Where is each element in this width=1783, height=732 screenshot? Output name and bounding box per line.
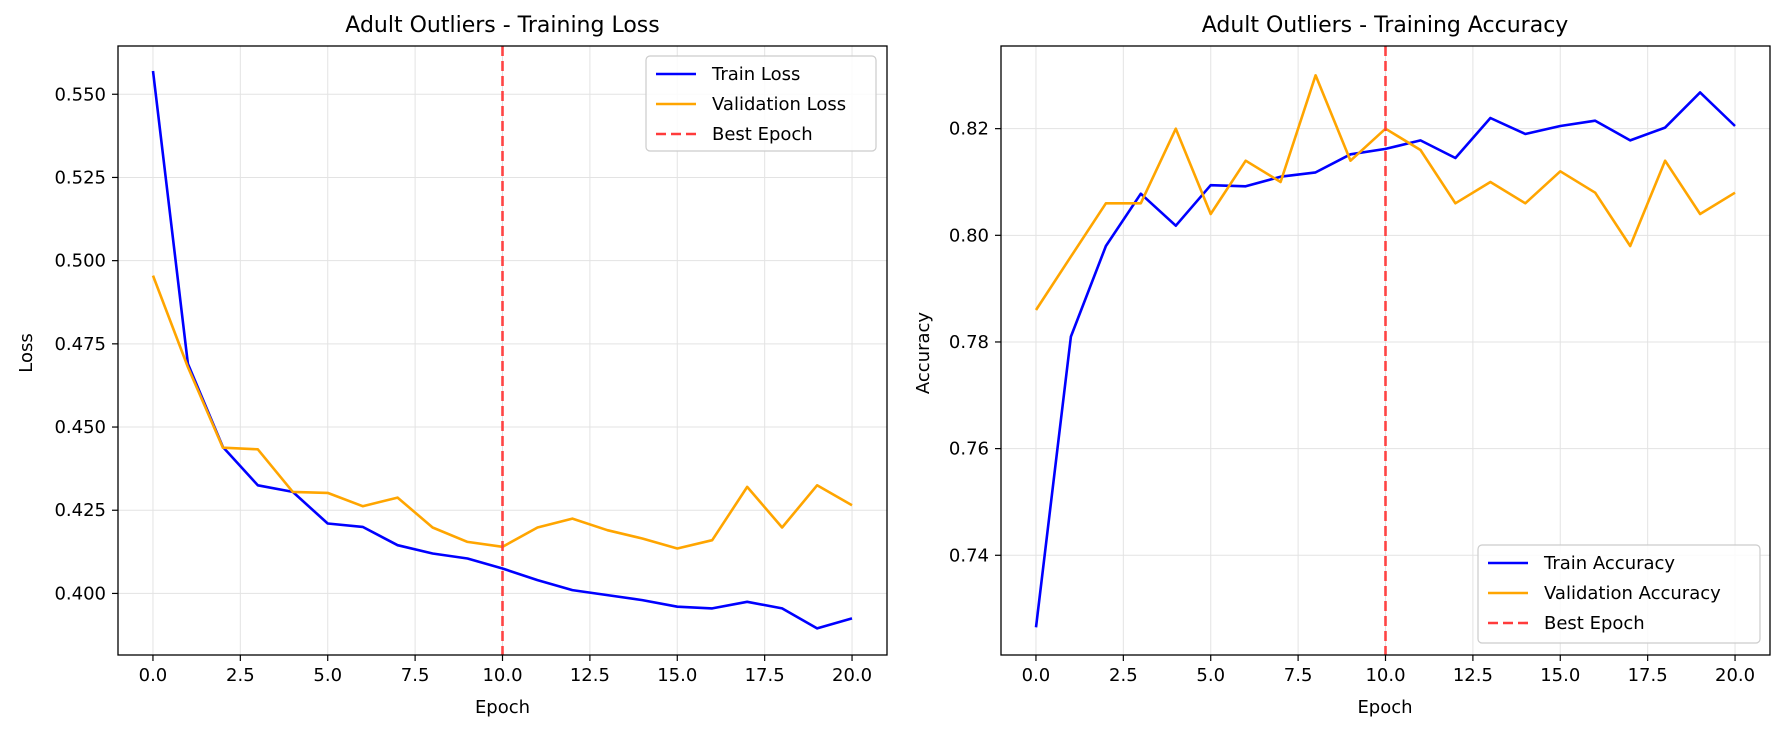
loss-legend-label: Validation Loss (712, 94, 846, 115)
accuracy-y-tick-label: 0.80 (949, 225, 989, 246)
accuracy-x-tick-label: 12.5 (1453, 665, 1493, 686)
loss-axes-frame (117, 45, 888, 656)
loss-y-tick-label: 0.550 (54, 84, 106, 105)
accuracy-x-tick-label: 5.0 (1196, 665, 1225, 686)
loss-x-tick-label: 0.0 (139, 665, 168, 686)
accuracy-x-axis-label: Epoch (1357, 697, 1412, 718)
accuracy-x-tick-label: 7.5 (1284, 665, 1313, 686)
accuracy-chart-title: Adult Outliers - Training Accuracy (1202, 13, 1569, 38)
accuracy-x-tick-label: 15.0 (1540, 665, 1580, 686)
accuracy-y-tick-label: 0.74 (949, 545, 989, 566)
accuracy-x-tick-label: 17.5 (1628, 665, 1668, 686)
accuracy-legend-label: Validation Accuracy (1544, 583, 1721, 604)
accuracy-legend-box (1477, 544, 1761, 644)
accuracy-y-tick-label: 0.76 (949, 439, 989, 460)
accuracy-y-axis-label: Accuracy (913, 312, 934, 395)
loss-x-tick-label: 15.0 (657, 665, 697, 686)
loss-legend-label: Best Epoch (712, 124, 813, 145)
accuracy-legend-label: Best Epoch (1544, 613, 1645, 634)
accuracy-axes-frame (1000, 45, 1771, 656)
loss-chart-panel: Adult Outliers - Training Loss Epoch Los… (16, 13, 888, 718)
accuracy-series-line-train (1034, 91, 1736, 628)
accuracy-legend-label: Train Accuracy (1543, 553, 1675, 574)
loss-series-line-train (151, 70, 853, 630)
loss-x-tick-label: 2.5 (226, 665, 255, 686)
accuracy-y-tick-label: 0.82 (949, 119, 989, 140)
loss-legend-box (645, 55, 877, 152)
loss-legend: Train Loss Validation Loss Best Epoch (645, 55, 877, 152)
loss-x-tick-label: 12.5 (570, 665, 610, 686)
loss-x-tick-label: 20.0 (832, 665, 872, 686)
loss-y-tick-label: 0.500 (54, 251, 106, 272)
loss-legend-label: Train Loss (711, 64, 800, 85)
loss-x-tick-label: 10.0 (482, 665, 522, 686)
loss-y-tick-label: 0.425 (54, 500, 106, 521)
loss-x-axis-label: Epoch (475, 697, 530, 718)
loss-y-tick-label: 0.475 (54, 334, 106, 355)
loss-y-tick-label: 0.525 (54, 167, 106, 188)
loss-x-tick-label: 17.5 (745, 665, 785, 686)
accuracy-x-tick-label: 2.5 (1109, 665, 1138, 686)
accuracy-x-tick-label: 0.0 (1022, 665, 1051, 686)
accuracy-y-tick-label: 0.78 (949, 332, 989, 353)
accuracy-chart-panel: Adult Outliers - Training Accuracy Epoch… (913, 13, 1771, 718)
loss-x-tick-label: 7.5 (401, 665, 430, 686)
accuracy-legend: Train Accuracy Validation Accuracy Best Ep… (1477, 544, 1761, 644)
loss-x-tick-label: 5.0 (313, 665, 342, 686)
loss-y-tick-label: 0.450 (54, 417, 106, 438)
loss-y-tick-label: 0.400 (54, 583, 106, 604)
accuracy-x-tick-label: 20.0 (1715, 665, 1755, 686)
loss-y-axis-label: Loss (16, 333, 37, 372)
loss-chart-title: Adult Outliers - Training Loss (345, 13, 659, 38)
accuracy-x-tick-label: 10.0 (1365, 665, 1405, 686)
